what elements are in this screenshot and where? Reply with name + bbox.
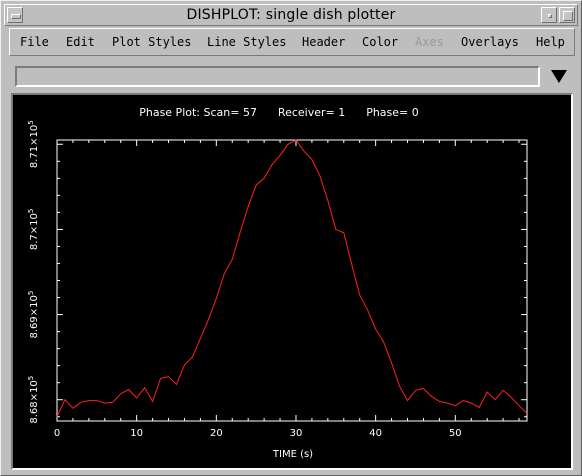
x-tick-label: 20: [210, 428, 223, 439]
maximize-button[interactable]: [559, 7, 575, 23]
minimize-button[interactable]: [541, 7, 557, 23]
phase-plot: Phase Plot: Scan= 57 Receiver= 1 Phase= …: [27, 106, 528, 460]
y-tick-mantissa: 8.7×10: [29, 213, 40, 250]
y-tick-label: 8.7×105: [27, 209, 40, 250]
menu-file[interactable]: File: [20, 35, 49, 49]
x-tick-label: 0: [54, 428, 60, 439]
window-menu-button[interactable]: [7, 7, 23, 23]
series-line: [56, 139, 528, 417]
chart-title: Phase Plot: Scan= 57 Receiver= 1 Phase= …: [139, 106, 419, 119]
y-tick-mantissa: 8.71×10: [29, 125, 40, 168]
x-axis: 0 10 20 30 40 50: [54, 140, 520, 439]
y-tick-exponent: 5: [27, 376, 35, 380]
x-tick-label: 40: [369, 428, 382, 439]
title-bar[interactable]: DISHPLOT: single dish plotter: [4, 4, 578, 26]
menu-axes: Axes: [415, 35, 444, 49]
y-tick-label: 8.69×105: [27, 291, 40, 339]
menu-line-styles[interactable]: Line Styles: [207, 35, 287, 49]
menu-edit[interactable]: Edit: [66, 35, 95, 49]
menu-color[interactable]: Color: [362, 35, 399, 49]
menu-overlays[interactable]: Overlays: [461, 35, 519, 49]
x-tick-label: 50: [449, 428, 462, 439]
menu-plot-styles[interactable]: Plot Styles: [112, 35, 192, 49]
plot-axes-box: [56, 139, 528, 422]
window-title: DISHPLOT: single dish plotter: [186, 7, 396, 23]
x-tick-label: 10: [130, 428, 143, 439]
y-tick-label: 8.68×105: [27, 376, 40, 424]
maximize-icon: [563, 11, 573, 21]
y-tick-exponent: 5: [27, 291, 35, 295]
menu-help[interactable]: Help: [536, 35, 565, 49]
menu-header[interactable]: Header: [302, 35, 346, 49]
dropdown-arrow-icon[interactable]: [549, 67, 569, 85]
menu-bar: File Edit Plot Styles Line Styles Header…: [9, 28, 575, 56]
y-tick-mantissa: 8.68×10: [29, 380, 40, 423]
window-menu-icon: [11, 14, 21, 19]
y-tick-label: 8.71×105: [27, 120, 40, 168]
x-axis-label: TIME (s): [272, 449, 313, 460]
minimize-icon: [548, 14, 552, 18]
x-tick-label: 30: [290, 428, 303, 439]
y-tick-mantissa: 8.69×10: [29, 295, 40, 338]
selector-field[interactable]: [15, 66, 540, 87]
y-tick-exponent: 5: [27, 209, 35, 213]
y-tick-exponent: 5: [27, 120, 35, 124]
